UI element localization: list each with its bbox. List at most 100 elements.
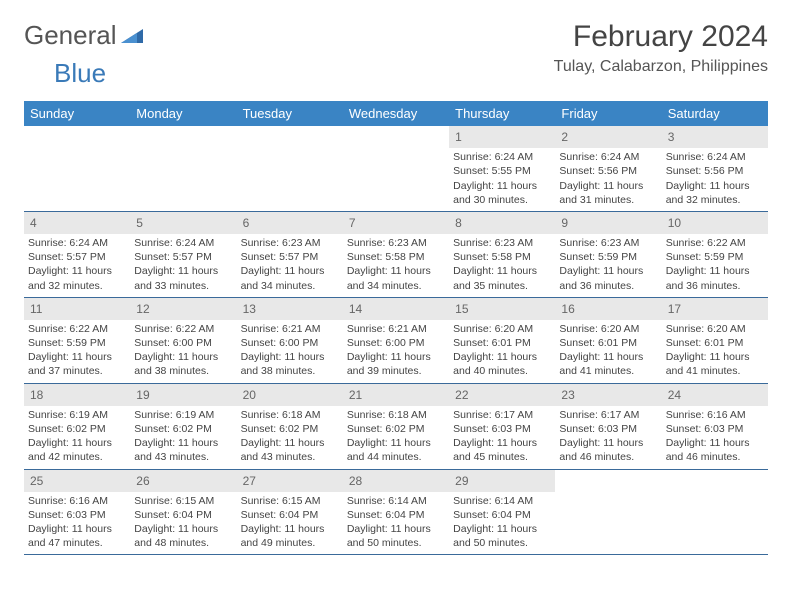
day-number: 16 (555, 298, 661, 320)
day-detail-line: and 40 minutes. (453, 364, 551, 378)
day-detail-line: Sunrise: 6:20 AM (559, 322, 657, 336)
day-details: Sunrise: 6:22 AMSunset: 6:00 PMDaylight:… (130, 320, 236, 383)
day-details: Sunrise: 6:24 AMSunset: 5:56 PMDaylight:… (555, 148, 661, 211)
day-detail-line: Sunset: 6:01 PM (453, 336, 551, 350)
calendar-day: 1Sunrise: 6:24 AMSunset: 5:55 PMDaylight… (449, 126, 555, 211)
day-detail-line: Daylight: 11 hours (666, 179, 764, 193)
calendar-day: 26Sunrise: 6:15 AMSunset: 6:04 PMDayligh… (130, 470, 236, 555)
calendar-day: 21Sunrise: 6:18 AMSunset: 6:02 PMDayligh… (343, 384, 449, 469)
day-detail-line: Sunset: 5:59 PM (28, 336, 126, 350)
day-number: 20 (237, 384, 343, 406)
day-details: Sunrise: 6:23 AMSunset: 5:58 PMDaylight:… (343, 234, 449, 297)
day-detail-line: and 31 minutes. (559, 193, 657, 207)
day-detail-line: Daylight: 11 hours (241, 522, 339, 536)
day-detail-line: Daylight: 11 hours (666, 350, 764, 364)
day-detail-line: and 43 minutes. (241, 450, 339, 464)
day-detail-line: and 43 minutes. (134, 450, 232, 464)
day-detail-line: Sunrise: 6:20 AM (453, 322, 551, 336)
calendar-day: 17Sunrise: 6:20 AMSunset: 6:01 PMDayligh… (662, 298, 768, 383)
day-details: Sunrise: 6:18 AMSunset: 6:02 PMDaylight:… (343, 406, 449, 469)
weekday-header: Saturday (662, 101, 768, 126)
day-detail-line: Sunrise: 6:23 AM (453, 236, 551, 250)
day-detail-line: Sunset: 6:02 PM (134, 422, 232, 436)
day-number: 22 (449, 384, 555, 406)
day-detail-line: and 49 minutes. (241, 536, 339, 550)
day-detail-line: and 30 minutes. (453, 193, 551, 207)
day-detail-line: Daylight: 11 hours (347, 264, 445, 278)
brand-word-2: Blue (54, 58, 106, 89)
day-details: Sunrise: 6:21 AMSunset: 6:00 PMDaylight:… (237, 320, 343, 383)
day-details: Sunrise: 6:18 AMSunset: 6:02 PMDaylight:… (237, 406, 343, 469)
day-detail-line: Sunrise: 6:24 AM (134, 236, 232, 250)
day-details: Sunrise: 6:15 AMSunset: 6:04 PMDaylight:… (237, 492, 343, 555)
day-details: Sunrise: 6:20 AMSunset: 6:01 PMDaylight:… (449, 320, 555, 383)
day-details: Sunrise: 6:15 AMSunset: 6:04 PMDaylight:… (130, 492, 236, 555)
day-detail-line: and 35 minutes. (453, 279, 551, 293)
location-text: Tulay, Calabarzon, Philippines (554, 58, 768, 76)
day-detail-line: and 39 minutes. (347, 364, 445, 378)
day-detail-line: Sunrise: 6:22 AM (666, 236, 764, 250)
day-details: Sunrise: 6:17 AMSunset: 6:03 PMDaylight:… (555, 406, 661, 469)
day-detail-line: Daylight: 11 hours (28, 350, 126, 364)
day-number: 26 (130, 470, 236, 492)
day-number: 8 (449, 212, 555, 234)
day-detail-line: Sunset: 5:56 PM (559, 164, 657, 178)
day-detail-line: Daylight: 11 hours (134, 350, 232, 364)
day-detail-line: Daylight: 11 hours (559, 179, 657, 193)
day-detail-line: Sunrise: 6:20 AM (666, 322, 764, 336)
day-detail-line: and 38 minutes. (134, 364, 232, 378)
calendar-day: 15Sunrise: 6:20 AMSunset: 6:01 PMDayligh… (449, 298, 555, 383)
day-number: 6 (237, 212, 343, 234)
weekday-header: Sunday (24, 101, 130, 126)
day-detail-line: Sunset: 6:02 PM (28, 422, 126, 436)
day-detail-line: and 50 minutes. (453, 536, 551, 550)
day-details: Sunrise: 6:24 AMSunset: 5:56 PMDaylight:… (662, 148, 768, 211)
day-detail-line: and 42 minutes. (28, 450, 126, 464)
day-detail-line: and 47 minutes. (28, 536, 126, 550)
calendar-day: 12Sunrise: 6:22 AMSunset: 6:00 PMDayligh… (130, 298, 236, 383)
day-detail-line: Sunset: 5:55 PM (453, 164, 551, 178)
calendar-header: Sunday Monday Tuesday Wednesday Thursday… (24, 101, 768, 126)
day-detail-line: Sunset: 6:03 PM (559, 422, 657, 436)
calendar-day: 24Sunrise: 6:16 AMSunset: 6:03 PMDayligh… (662, 384, 768, 469)
calendar-day: 23Sunrise: 6:17 AMSunset: 6:03 PMDayligh… (555, 384, 661, 469)
day-detail-line: and 36 minutes. (666, 279, 764, 293)
day-detail-line: Daylight: 11 hours (241, 350, 339, 364)
calendar-day: 7Sunrise: 6:23 AMSunset: 5:58 PMDaylight… (343, 212, 449, 297)
day-detail-line: Sunrise: 6:18 AM (347, 408, 445, 422)
day-details: Sunrise: 6:22 AMSunset: 5:59 PMDaylight:… (24, 320, 130, 383)
day-detail-line: and 34 minutes. (241, 279, 339, 293)
day-detail-line: Sunrise: 6:22 AM (134, 322, 232, 336)
day-detail-line: and 37 minutes. (28, 364, 126, 378)
day-details: Sunrise: 6:19 AMSunset: 6:02 PMDaylight:… (24, 406, 130, 469)
calendar-day: 6Sunrise: 6:23 AMSunset: 5:57 PMDaylight… (237, 212, 343, 297)
day-detail-line: Sunrise: 6:21 AM (241, 322, 339, 336)
day-number: 2 (555, 126, 661, 148)
calendar-day (555, 470, 661, 555)
day-number: 28 (343, 470, 449, 492)
calendar-week: 18Sunrise: 6:19 AMSunset: 6:02 PMDayligh… (24, 384, 768, 470)
day-details: Sunrise: 6:24 AMSunset: 5:55 PMDaylight:… (449, 148, 555, 211)
calendar-week: 25Sunrise: 6:16 AMSunset: 6:03 PMDayligh… (24, 470, 768, 556)
day-detail-line: Sunrise: 6:21 AM (347, 322, 445, 336)
day-detail-line: Sunset: 5:58 PM (453, 250, 551, 264)
calendar-day (237, 126, 343, 211)
day-details: Sunrise: 6:16 AMSunset: 6:03 PMDaylight:… (662, 406, 768, 469)
brand-logo: General (24, 20, 145, 51)
day-detail-line: Sunrise: 6:14 AM (347, 494, 445, 508)
day-detail-line: Daylight: 11 hours (453, 522, 551, 536)
calendar-day: 3Sunrise: 6:24 AMSunset: 5:56 PMDaylight… (662, 126, 768, 211)
day-details: Sunrise: 6:23 AMSunset: 5:57 PMDaylight:… (237, 234, 343, 297)
day-detail-line: Sunrise: 6:23 AM (559, 236, 657, 250)
calendar-day (343, 126, 449, 211)
day-number: 17 (662, 298, 768, 320)
day-detail-line: Daylight: 11 hours (134, 264, 232, 278)
day-detail-line: and 46 minutes. (559, 450, 657, 464)
day-detail-line: Sunset: 6:03 PM (28, 508, 126, 522)
day-number: 11 (24, 298, 130, 320)
day-detail-line: Daylight: 11 hours (241, 436, 339, 450)
day-details: Sunrise: 6:19 AMSunset: 6:02 PMDaylight:… (130, 406, 236, 469)
day-detail-line: Daylight: 11 hours (453, 350, 551, 364)
day-details: Sunrise: 6:17 AMSunset: 6:03 PMDaylight:… (449, 406, 555, 469)
day-details: Sunrise: 6:24 AMSunset: 5:57 PMDaylight:… (24, 234, 130, 297)
